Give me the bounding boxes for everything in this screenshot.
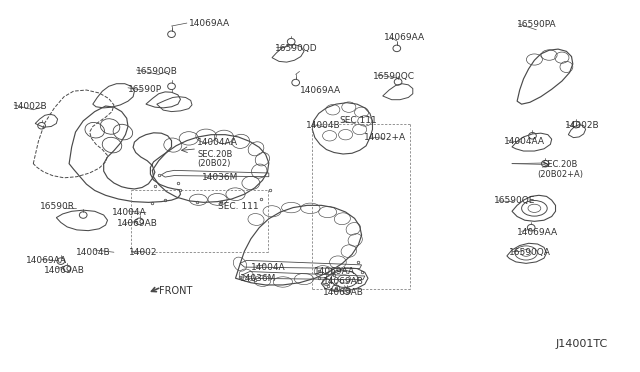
Text: 16590QB: 16590QB (136, 67, 178, 76)
Text: 14069AB: 14069AB (323, 288, 364, 296)
Text: 14004B: 14004B (76, 248, 110, 257)
Text: 14004A: 14004A (251, 263, 285, 272)
Text: SEC. 111: SEC. 111 (218, 202, 258, 211)
Text: 14069AA: 14069AA (26, 256, 67, 265)
Text: 14069AA: 14069AA (517, 228, 558, 237)
Text: 16590QC: 16590QC (372, 72, 415, 81)
Text: (20B02): (20B02) (197, 159, 230, 168)
Text: 14069AA: 14069AA (300, 86, 340, 94)
Text: 14069AB: 14069AB (44, 266, 84, 275)
Text: 16590PA: 16590PA (517, 20, 557, 29)
Text: 14069AB: 14069AB (116, 219, 157, 228)
Text: 16590P: 16590P (128, 85, 162, 94)
Text: 16590R: 16590R (40, 202, 75, 211)
Text: 14002+A: 14002+A (364, 133, 406, 142)
Text: 14004B: 14004B (306, 121, 340, 130)
Text: 14004AA: 14004AA (504, 137, 545, 146)
Text: SEC.20B: SEC.20B (197, 150, 232, 158)
Text: 16590QA: 16590QA (509, 248, 550, 257)
Text: 14036M: 14036M (240, 274, 276, 283)
Text: SEC.20B: SEC.20B (543, 160, 578, 169)
Text: 14004AA: 14004AA (197, 138, 238, 147)
Text: 14002B: 14002B (564, 121, 599, 130)
Text: (20B02+A): (20B02+A) (538, 170, 584, 179)
Text: FRONT: FRONT (159, 286, 192, 296)
Text: SEC.111: SEC.111 (339, 116, 377, 125)
Text: 14036M: 14036M (202, 173, 238, 182)
Text: 16590QE: 16590QE (494, 196, 536, 205)
Text: 16590QD: 16590QD (275, 44, 318, 53)
Text: 14004A: 14004A (112, 208, 147, 217)
Text: 14069AA: 14069AA (314, 267, 355, 276)
Text: J14001TC: J14001TC (556, 339, 608, 349)
Text: 14069AB: 14069AB (323, 278, 364, 286)
Text: 14069AA: 14069AA (384, 33, 425, 42)
Text: 14069AA: 14069AA (189, 19, 230, 28)
Text: 14002: 14002 (129, 248, 158, 257)
Text: 14002B: 14002B (13, 102, 47, 110)
